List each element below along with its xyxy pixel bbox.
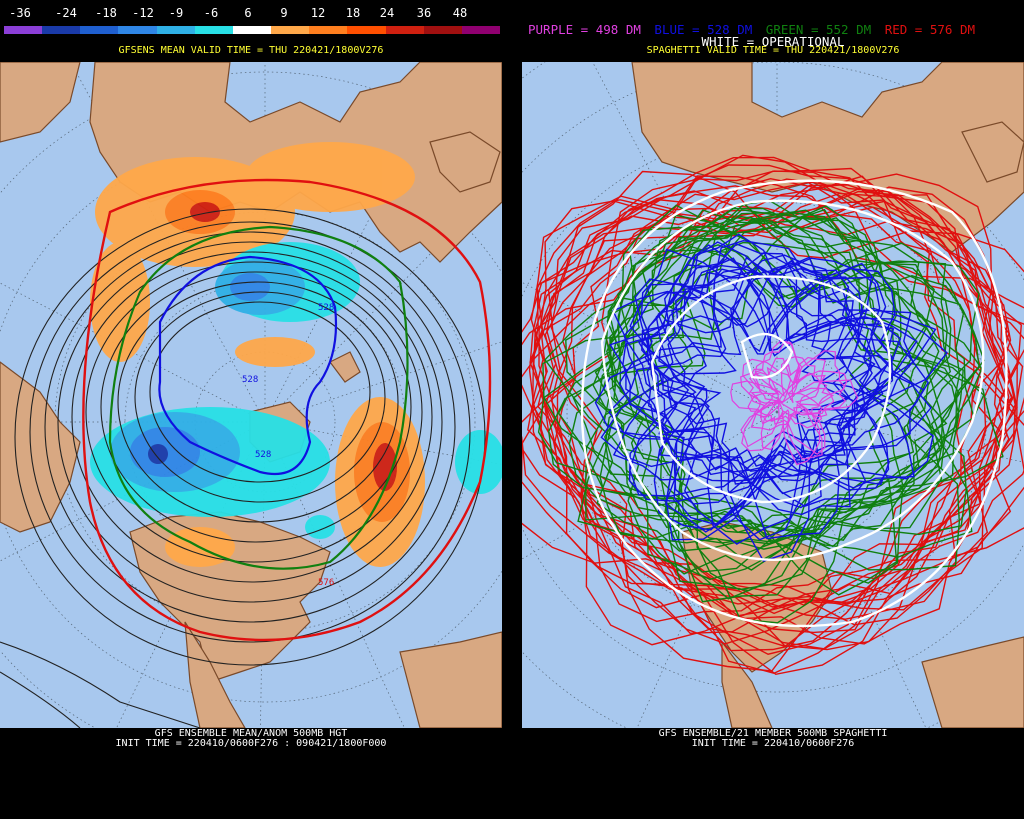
legend-swatch <box>232 26 272 34</box>
purple-member-contour <box>741 340 859 452</box>
purple-member-contour <box>750 341 848 431</box>
purple-member-contour <box>740 356 835 460</box>
red-member-contour <box>522 181 1024 618</box>
green-member-contour <box>568 205 960 534</box>
blue-member-contour <box>618 259 890 486</box>
legend-swatch <box>42 26 81 34</box>
spaghetti-footer-title: GFS ENSEMBLE/21 MEMBER 500MB SPAGHETTI <box>658 728 888 739</box>
spaghetti-498-purple <box>730 340 859 466</box>
green-member-contour <box>607 215 983 575</box>
contour-528-blue <box>158 255 338 476</box>
contour-labels: 528 528 528 576 <box>242 303 334 588</box>
legend-white: WHITE = OPERATIONAL <box>701 34 845 49</box>
blue-member-contour <box>646 264 902 505</box>
legend-swatch <box>423 26 462 34</box>
legend-swatch <box>4 26 43 34</box>
legend-label: 6 <box>244 6 252 20</box>
legend-swatch <box>80 26 119 34</box>
green-member-contour <box>585 213 1004 533</box>
legend-swatch <box>309 26 348 34</box>
blue-member-contour <box>629 262 887 562</box>
blue-member-contour <box>612 257 891 540</box>
legend-label: -6 <box>203 6 219 20</box>
legend-label: -24 <box>55 6 77 20</box>
green-member-contour <box>544 212 937 584</box>
blue-member-contour <box>658 257 895 482</box>
legend-label: -36 <box>9 6 31 20</box>
panel-separator <box>502 0 522 819</box>
mean-footer-title: GFS ENSEMBLE MEAN/ANOM 500MB HGT <box>154 728 348 739</box>
blue-member-contour <box>623 262 872 509</box>
purple-member-contour <box>740 357 835 448</box>
legend-swatch <box>194 26 233 34</box>
legend-label: -9 <box>168 6 184 20</box>
operational-contours <box>580 179 1008 628</box>
contour-label: 528 <box>242 375 258 385</box>
green-member-contour <box>604 227 961 544</box>
legend-red: RED = 576 DM <box>884 22 975 37</box>
contour-576-red <box>82 178 492 642</box>
contour-552-green <box>108 225 409 570</box>
legend-label: 18 <box>345 6 361 20</box>
red-member-contour <box>522 167 1006 626</box>
mean-footer-init: INIT TIME = 220410/0600F276 : 090421/180… <box>115 738 387 749</box>
legend-label: 24 <box>379 6 395 20</box>
blue-member-contour <box>634 276 876 541</box>
spaghetti-legend: PURPLE = 498 DM BLUE = 528 DM GREEN = 55… <box>522 22 1024 37</box>
contour-label: 528 <box>318 303 334 313</box>
blue-member-contour <box>628 251 925 503</box>
legend-swatch <box>461 26 501 34</box>
height-contours <box>0 208 486 728</box>
legend-label: 48 <box>452 6 468 20</box>
blue-member-contour <box>608 256 890 491</box>
legend-label: 36 <box>416 6 432 20</box>
anomaly-color-bar <box>4 26 501 34</box>
spaghetti-528-blue <box>594 233 948 562</box>
legend-swatch <box>347 26 386 34</box>
blue-member-contour <box>662 268 895 526</box>
purple-member-contour <box>742 350 847 466</box>
mean-anomaly-map: 528 528 528 576 <box>0 62 502 728</box>
anomaly-legend-labels: -36 -24 -18 -12 -9 -6 6 9 12 18 24 36 48 <box>0 6 502 20</box>
legend-label: 9 <box>280 6 288 20</box>
spaghetti-map <box>522 62 1024 728</box>
contour-label: 528 <box>255 450 271 460</box>
legend-purple: PURPLE = 498 DM <box>528 22 641 37</box>
legend-blue: BLUE = 528 DM <box>654 22 753 37</box>
mean-valid-time-title: GFSENS MEAN VALID TIME = THU 220421/1800… <box>118 45 384 56</box>
legend-swatch <box>385 26 424 34</box>
purple-member-contour <box>747 363 824 422</box>
spaghetti-panel: PURPLE = 498 DM BLUE = 528 DM GREEN = 55… <box>522 0 1024 819</box>
purple-member-contour <box>730 355 826 455</box>
spaghetti-footer-init: INIT TIME = 220410/0600F276 <box>691 738 855 749</box>
legend-swatch <box>156 26 195 34</box>
blue-member-contour <box>594 239 915 489</box>
legend-label: -12 <box>132 6 154 20</box>
red-member-contour <box>537 170 1024 672</box>
legend-swatch <box>118 26 157 34</box>
ensemble-mean-panel: -36 -24 -18 -12 -9 -6 6 9 12 18 24 36 48… <box>0 0 502 819</box>
green-member-contour <box>537 211 973 558</box>
legend-label: -18 <box>95 6 117 20</box>
red-member-contour <box>522 170 1012 615</box>
contour-label: 576 <box>318 578 334 588</box>
legend-label: 12 <box>310 6 326 20</box>
spaghetti-valid-time-title: SPAGHETTI VALID TIME = THU 220421/1800V2… <box>646 45 900 56</box>
legend-swatch <box>271 26 310 34</box>
legend-green: GREEN = 552 DM <box>765 22 872 37</box>
